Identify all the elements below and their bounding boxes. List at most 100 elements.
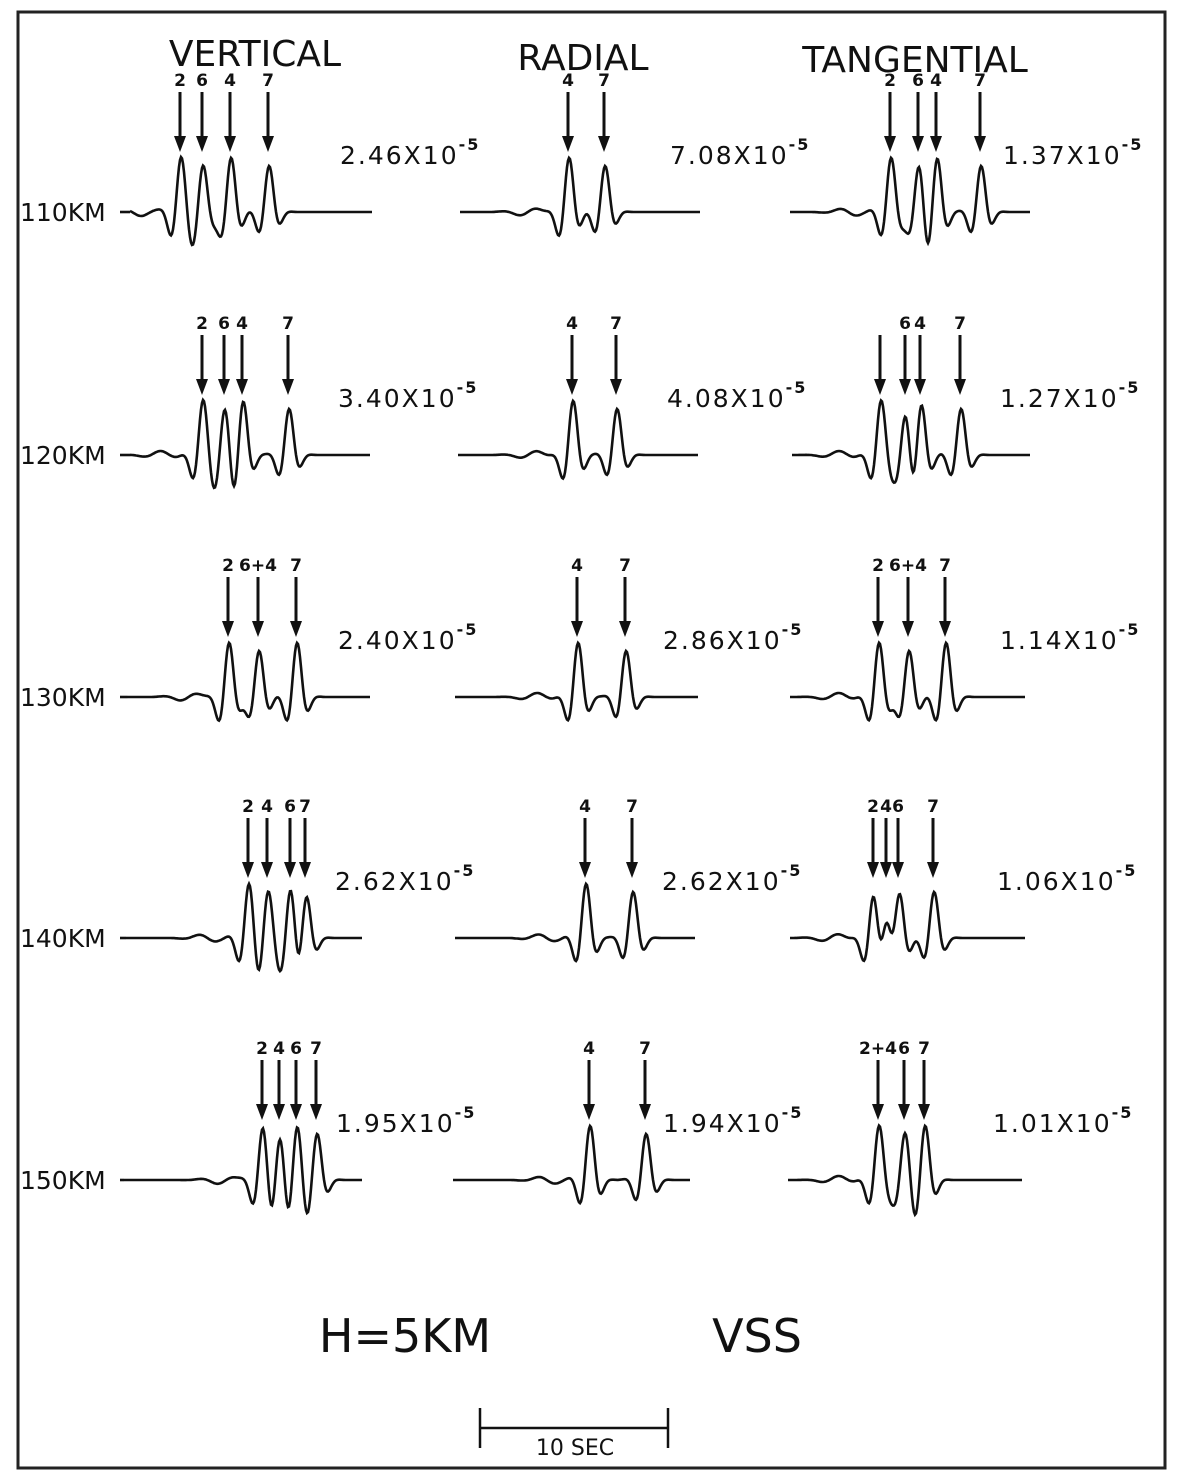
arrow-head	[954, 379, 966, 395]
seismogram: 2 6 4 71.37X10-5	[790, 71, 1144, 247]
trace	[788, 1123, 1022, 1218]
arrow-head	[626, 862, 638, 878]
arrow-head	[872, 1104, 884, 1120]
seismogram: 2 6 4 7 2.46X10-5	[129, 71, 481, 247]
phase-label: 7	[610, 314, 622, 334]
trace	[455, 881, 695, 963]
amplitude-exponent: -5	[455, 1103, 477, 1122]
amplitude: 4.08X10-5	[667, 378, 807, 413]
trace	[128, 640, 370, 723]
trace	[453, 1123, 690, 1206]
phase-label: 7	[290, 556, 302, 576]
phase-label: 7	[954, 314, 966, 334]
amplitude-mantissa: 4.08X10	[667, 384, 786, 413]
phase-label: 4	[566, 314, 578, 334]
phase-label: 7	[939, 556, 951, 576]
amplitude-mantissa: 7.08X10	[670, 141, 789, 170]
amplitude-mantissa: 2.62X10	[335, 867, 454, 896]
seismogram: 6 4 7 1.27X10-5	[792, 314, 1140, 485]
phase-label: 2	[222, 556, 234, 576]
trace	[129, 154, 372, 247]
phase-label: 4	[562, 71, 574, 91]
seismogram: 2 6+4 7 1.14X10-5	[790, 556, 1141, 723]
seismogram: 4 74.08X10-5	[458, 314, 807, 481]
arrow-head	[290, 1104, 302, 1120]
phase-label: 6	[218, 314, 230, 334]
phase-label: 7	[626, 797, 638, 817]
phase-label: 6	[898, 1039, 910, 1059]
arrow-head	[196, 379, 208, 395]
arrow-head	[262, 136, 274, 152]
phase-label: 7	[598, 71, 610, 91]
arrow-head	[242, 862, 254, 878]
amplitude: 2.62X10-5	[335, 861, 475, 896]
amplitude-mantissa: 3.40X10	[338, 384, 457, 413]
distance-label: 130KM	[20, 683, 106, 712]
amplitude-exponent: -5	[782, 1103, 804, 1122]
phase-label: 4	[930, 71, 942, 91]
trace	[126, 880, 362, 974]
mechanism-label: VSS	[712, 1309, 802, 1363]
amplitude-exponent: -5	[459, 135, 481, 154]
depth-label: H=5KM	[319, 1309, 491, 1363]
arrow-head	[892, 862, 904, 878]
amplitude-exponent: -5	[1119, 378, 1141, 397]
phase-label: 6	[196, 71, 208, 91]
trace	[460, 155, 700, 238]
seismogram: 2+4 6 7 1.01X10-5	[788, 1039, 1133, 1218]
amplitude-mantissa: 2.86X10	[663, 626, 782, 655]
phase-label: 2	[872, 556, 884, 576]
phase-label: 4	[273, 1039, 285, 1059]
amplitude-mantissa: 1.14X10	[1000, 626, 1119, 655]
amplitude: 1.27X10-5	[1000, 378, 1140, 413]
frame	[16, 10, 1167, 1470]
arrow-head	[927, 862, 939, 878]
distance-label: 110KM	[20, 198, 106, 227]
trace	[124, 1125, 362, 1216]
phase-label: 7	[299, 797, 311, 817]
arrow-head	[918, 1104, 930, 1120]
amplitude-exponent: -5	[782, 620, 804, 639]
amplitude-exponent: -5	[781, 861, 803, 880]
amplitude-exponent: -5	[786, 378, 808, 397]
arrow-head	[571, 621, 583, 637]
arrow-head	[884, 136, 896, 152]
distance-label: 140KM	[20, 924, 106, 953]
phase-label: 7	[927, 797, 939, 817]
phase-label: 2	[256, 1039, 268, 1059]
amplitude-exponent: -5	[1122, 135, 1144, 154]
arrow-head	[583, 1104, 595, 1120]
arrow-head	[290, 621, 302, 637]
amplitude-mantissa: 1.94X10	[663, 1109, 782, 1138]
amplitude: 1.01X10-5	[993, 1103, 1133, 1138]
phase-label: 7	[639, 1039, 651, 1059]
arrow-head	[236, 379, 248, 395]
phase-label: 6	[892, 797, 904, 817]
amplitude: 2.40X10-5	[338, 620, 478, 655]
arrow-head	[566, 379, 578, 395]
phase-label: 6	[290, 1039, 302, 1059]
arrow-head	[218, 379, 230, 395]
amplitude-exponent: -5	[454, 861, 476, 880]
arrow-head	[174, 136, 186, 152]
phase-label: 6	[899, 314, 911, 334]
arrow-head	[610, 379, 622, 395]
amplitude-exponent: -5	[1112, 1103, 1134, 1122]
amplitude-exponent: -5	[1119, 620, 1141, 639]
phase-label: 2+4	[859, 1039, 897, 1059]
phase-label: 6+4	[239, 556, 277, 576]
amplitude-exponent: -5	[789, 135, 811, 154]
amplitude: 7.08X10-5	[670, 135, 810, 170]
phase-label: 2	[884, 71, 896, 91]
arrow-head	[639, 1104, 651, 1120]
seismogram: 2 6+4 7 2.40X10-5	[128, 556, 478, 723]
phase-label: 4	[261, 797, 273, 817]
amplitude-mantissa: 2.62X10	[662, 867, 781, 896]
amplitude-exponent: -5	[457, 378, 479, 397]
arrow-head	[872, 621, 884, 637]
amplitude-exponent: -5	[457, 620, 479, 639]
scale-bar	[478, 1408, 670, 1448]
arrow-head	[898, 1104, 910, 1120]
trace	[458, 398, 698, 481]
